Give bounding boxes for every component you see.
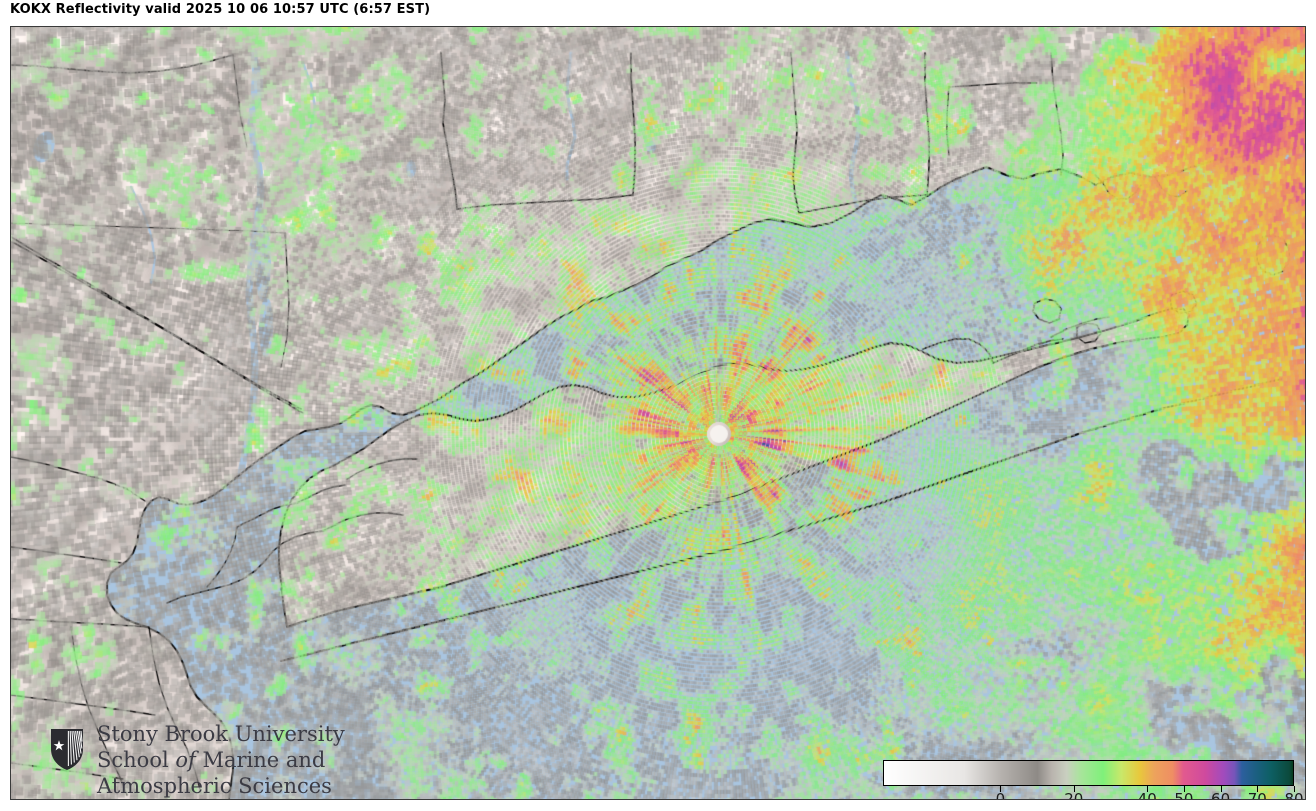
radar-map-canvas-container [11, 27, 1305, 799]
colorbar-tick-label: 50 [1174, 790, 1194, 800]
colorbar-tick-label: 0 [995, 790, 1006, 800]
colorbar-tick [1183, 786, 1185, 792]
colorbar-tick [1220, 786, 1222, 792]
colorbar-tick-label: 40 [1137, 790, 1157, 800]
colorbar-gradient [884, 761, 1293, 785]
colorbar-tick-label: 20 [1064, 790, 1084, 800]
radar-reflectivity-layer [11, 27, 1305, 799]
colorbar-tick [1073, 786, 1075, 792]
colorbar-tick [1294, 786, 1295, 792]
radar-map-frame[interactable]: 0 20 40 50 60 70 80 Stony Brook U [10, 26, 1306, 800]
colorbar-bar [883, 760, 1294, 786]
colorbar-tick-labels: 0 20 40 50 60 70 80 [883, 790, 1304, 800]
colorbar-tick-label: 70 [1247, 790, 1267, 800]
colorbar-tick [1147, 786, 1149, 792]
colorbar-tick-label: 80 [1284, 790, 1304, 800]
page-title: KOKX Reflectivity valid 2025 10 06 10:57… [10, 2, 431, 17]
colorbar-tick [1257, 786, 1259, 792]
colorbar-tick [1000, 786, 1002, 792]
reflectivity-colorbar[interactable]: 0 20 40 50 60 70 80 [873, 754, 1304, 800]
colorbar-ticks [883, 786, 1295, 792]
colorbar-tick-label: 60 [1211, 790, 1231, 800]
